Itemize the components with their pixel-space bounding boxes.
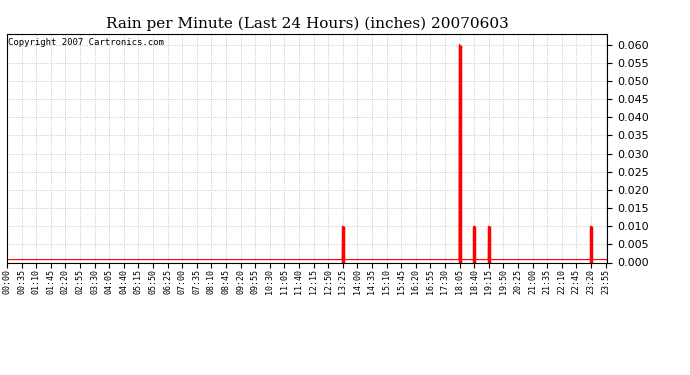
Title: Rain per Minute (Last 24 Hours) (inches) 20070603: Rain per Minute (Last 24 Hours) (inches)…: [106, 17, 509, 31]
Text: Copyright 2007 Cartronics.com: Copyright 2007 Cartronics.com: [8, 38, 164, 47]
